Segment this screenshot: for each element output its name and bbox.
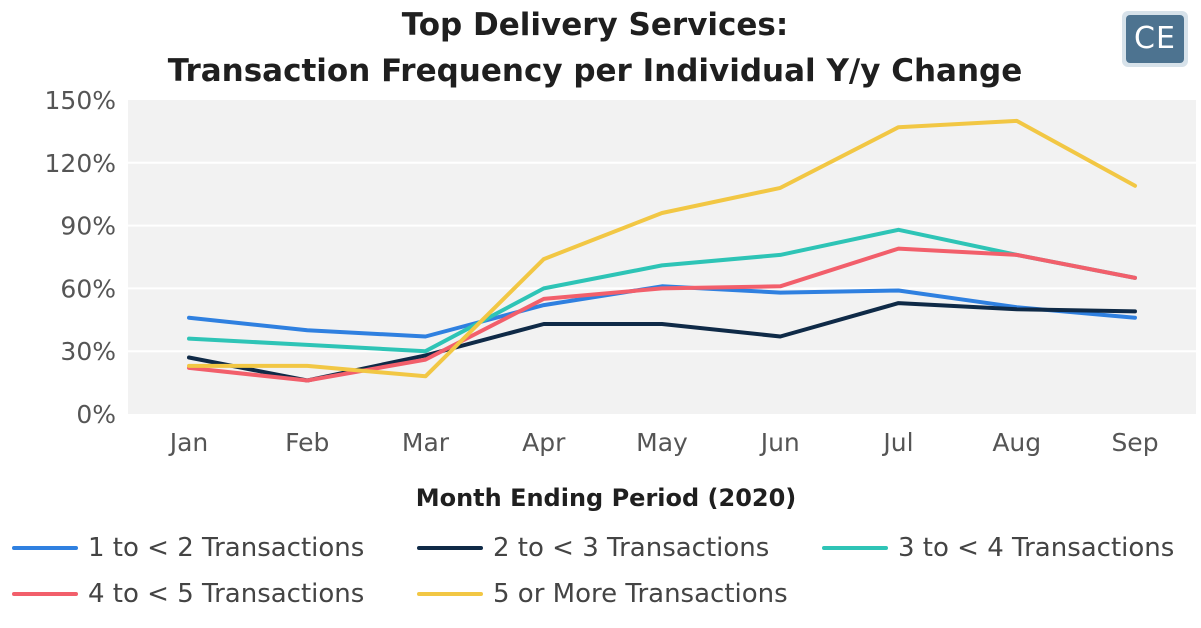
legend-swatch	[417, 546, 483, 550]
legend-item: 1 to < 2 Transactions	[12, 528, 364, 568]
chart-title: Top Delivery Services: Transaction Frequ…	[0, 2, 1190, 94]
y-tick-label: 60%	[60, 274, 116, 303]
chart-title-line-1: Top Delivery Services:	[401, 7, 789, 43]
x-tick-label: Sep	[1111, 428, 1158, 457]
legend-label: 5 or More Transactions	[493, 579, 788, 609]
legend-label: 1 to < 2 Transactions	[88, 533, 365, 563]
series-lines	[187, 118, 1137, 383]
y-tick-label: 150%	[45, 86, 116, 115]
ce-logo: CE	[1122, 11, 1188, 67]
ce-logo-text: CE	[1126, 15, 1184, 63]
legend-item: 3 to < 4 Transactions	[822, 528, 1174, 568]
legend-swatch	[417, 592, 483, 596]
x-tick-label: Jul	[881, 428, 913, 457]
legend-item: 4 to < 5 Transactions	[12, 574, 364, 614]
series-line-3	[187, 227, 1137, 354]
legend-label: 2 to < 3 Transactions	[493, 533, 770, 563]
x-axis-tick-labels: Jan Feb Mar Apr May Jun Jul Aug Sep	[168, 428, 1159, 457]
chart-title-line-2: Transaction Frequency per Individual Y/y…	[167, 53, 1023, 89]
legend-label: 3 to < 4 Transactions	[898, 533, 1175, 563]
x-tick-label: Mar	[402, 428, 450, 457]
y-tick-label: 120%	[45, 149, 116, 178]
legend-swatch	[12, 592, 78, 596]
y-tick-label: 0%	[76, 400, 116, 429]
legend-swatch	[822, 546, 888, 550]
legend-item: 5 or More Transactions	[417, 574, 788, 614]
x-tick-label: Jun	[759, 428, 800, 457]
y-tick-label: 30%	[60, 337, 116, 366]
y-tick-label: 90%	[60, 212, 116, 241]
legend-item: 2 to < 3 Transactions	[417, 528, 769, 568]
legend-label: 4 to < 5 Transactions	[88, 579, 365, 609]
series-line-4	[187, 246, 1137, 383]
series-line-5	[187, 118, 1137, 379]
x-tick-label: May	[636, 428, 688, 457]
x-tick-label: Jan	[168, 428, 209, 457]
x-tick-label: Feb	[285, 428, 329, 457]
legend-swatch	[12, 546, 78, 550]
series-line-1	[187, 284, 1137, 339]
x-axis-title: Month Ending Period (2020)	[416, 484, 797, 512]
x-tick-label: Apr	[522, 428, 566, 457]
y-axis-tick-labels: 0% 30% 60% 90% 120% 150%	[45, 86, 116, 429]
x-tick-label: Aug	[992, 428, 1041, 457]
